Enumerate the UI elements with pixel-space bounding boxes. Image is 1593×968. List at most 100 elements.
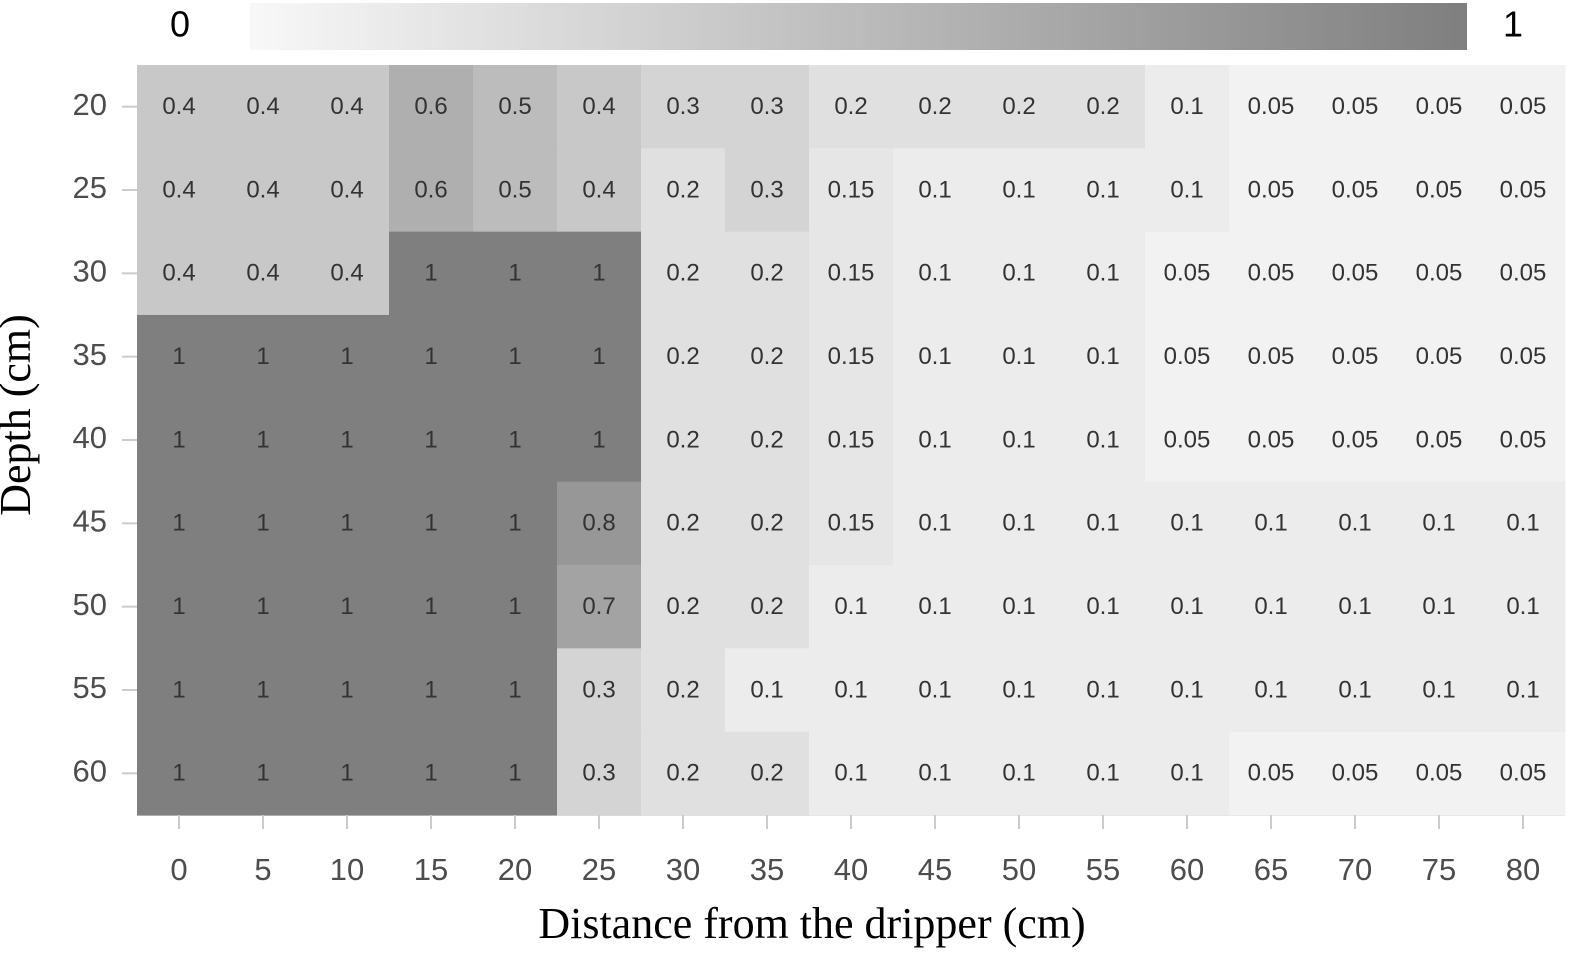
cell xyxy=(893,65,978,149)
cell xyxy=(473,481,558,566)
cell xyxy=(725,148,810,233)
cell-label: 0.05 xyxy=(1332,760,1379,787)
cell xyxy=(725,398,810,483)
cell xyxy=(221,565,306,649)
cell xyxy=(641,565,726,649)
x-tick-label: 60 xyxy=(1170,852,1204,887)
cell xyxy=(389,65,474,149)
x-tick-label: 45 xyxy=(918,852,952,887)
x-tick-label: 5 xyxy=(254,852,271,887)
cell xyxy=(1145,65,1230,149)
x-tick-label: 35 xyxy=(750,852,784,887)
cell-label: 1 xyxy=(424,343,437,370)
cell-label: 0.2 xyxy=(918,93,951,120)
cell xyxy=(1061,731,1146,816)
cell-label: 1 xyxy=(256,676,269,703)
cell xyxy=(137,65,222,149)
cell-label: 0.4 xyxy=(246,93,279,120)
x-tick-label: 80 xyxy=(1506,852,1540,887)
cell-label: 0.15 xyxy=(828,260,875,287)
cell xyxy=(809,315,894,399)
cell-label: 0.1 xyxy=(1086,343,1119,370)
cell-label: 0.05 xyxy=(1500,426,1547,453)
cell xyxy=(557,148,642,233)
cell-label: 0.15 xyxy=(828,176,875,203)
cell xyxy=(305,65,390,149)
cell xyxy=(1397,315,1482,399)
cell-label: 0.1 xyxy=(918,343,951,370)
cell xyxy=(641,231,726,316)
cell-label: 0.1 xyxy=(918,260,951,287)
cell-label: 0.6 xyxy=(414,93,447,120)
cell xyxy=(305,565,390,649)
cell xyxy=(641,481,726,566)
x-tick-label: 30 xyxy=(666,852,700,887)
cell-label: 0.1 xyxy=(918,593,951,620)
cell xyxy=(809,731,894,816)
cell xyxy=(1145,565,1230,649)
cell-label: 1 xyxy=(508,593,521,620)
cell xyxy=(557,731,642,816)
cell-label: 0.1 xyxy=(1170,176,1203,203)
y-tick-label: 30 xyxy=(73,254,107,289)
cell-label: 0.15 xyxy=(828,343,875,370)
cell xyxy=(389,398,474,483)
cell-label: 0.2 xyxy=(666,426,699,453)
cell xyxy=(305,315,390,399)
cell xyxy=(1481,231,1566,316)
cell xyxy=(473,648,558,733)
cell xyxy=(305,148,390,233)
cell xyxy=(809,148,894,233)
cell xyxy=(1229,315,1314,399)
cell-label: 0.1 xyxy=(1170,676,1203,703)
cell-label: 0.4 xyxy=(582,93,615,120)
y-tick-label: 45 xyxy=(73,504,107,539)
cell-label: 0.05 xyxy=(1164,260,1211,287)
y-tick-label: 35 xyxy=(73,337,107,372)
cell xyxy=(1313,65,1398,149)
cell-label: 1 xyxy=(172,760,185,787)
cell-label: 0.15 xyxy=(828,510,875,537)
cell-label: 0.1 xyxy=(834,676,867,703)
cell-label: 0.1 xyxy=(1002,343,1035,370)
cell xyxy=(221,648,306,733)
cell xyxy=(137,648,222,733)
x-tick-label: 0 xyxy=(170,852,187,887)
cell-label: 0.1 xyxy=(918,676,951,703)
cell-label: 0.2 xyxy=(666,760,699,787)
cell xyxy=(977,315,1062,399)
cell-label: 0.1 xyxy=(1086,676,1119,703)
cell xyxy=(473,315,558,399)
cell-label: 1 xyxy=(340,343,353,370)
colorbar xyxy=(250,3,1467,50)
cell xyxy=(1397,565,1482,649)
cell xyxy=(221,481,306,566)
cell xyxy=(389,565,474,649)
cell-label: 0.05 xyxy=(1500,176,1547,203)
cell-label: 0.05 xyxy=(1416,760,1463,787)
cell-label: 0.05 xyxy=(1416,260,1463,287)
cell xyxy=(809,398,894,483)
cell xyxy=(893,731,978,816)
cell-label: 0.05 xyxy=(1500,343,1547,370)
cell-label: 0.05 xyxy=(1332,426,1379,453)
cell-label: 0.4 xyxy=(330,176,363,203)
cell xyxy=(1061,65,1146,149)
cell-label: 0.2 xyxy=(750,343,783,370)
cell-label: 0.05 xyxy=(1332,176,1379,203)
y-tick-label: 60 xyxy=(73,754,107,789)
cell xyxy=(1397,481,1482,566)
cell-label: 1 xyxy=(172,676,185,703)
cell-label: 1 xyxy=(340,510,353,537)
cell-label: 0.1 xyxy=(750,676,783,703)
cell xyxy=(557,231,642,316)
cell-label: 0.05 xyxy=(1332,343,1379,370)
cell-label: 0.4 xyxy=(582,176,615,203)
cell-label: 0.5 xyxy=(498,93,531,120)
cell xyxy=(1397,148,1482,233)
cell-label: 0.2 xyxy=(666,343,699,370)
cell xyxy=(1313,481,1398,566)
cell xyxy=(221,231,306,316)
cell-label: 0.1 xyxy=(918,426,951,453)
cell xyxy=(893,231,978,316)
